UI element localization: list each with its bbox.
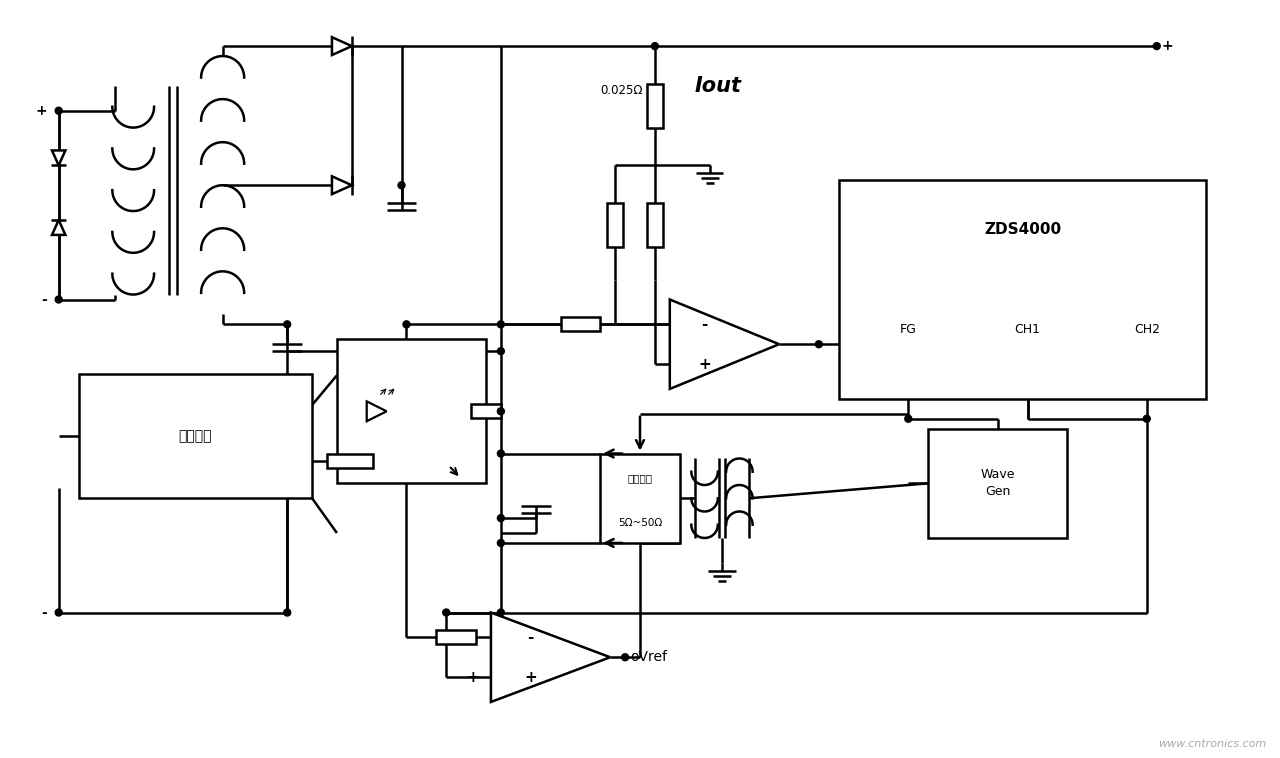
Text: Wave
Gen: Wave Gen bbox=[980, 468, 1015, 498]
Polygon shape bbox=[332, 177, 352, 194]
Bar bbox=[436, 631, 476, 644]
Polygon shape bbox=[52, 220, 65, 235]
Circle shape bbox=[905, 415, 911, 422]
Bar bbox=[838, 180, 1207, 399]
Text: -: - bbox=[41, 293, 47, 306]
Circle shape bbox=[652, 42, 658, 49]
Bar bbox=[646, 84, 663, 127]
Bar bbox=[471, 404, 500, 418]
Circle shape bbox=[443, 609, 449, 616]
Text: CH1: CH1 bbox=[1015, 323, 1041, 336]
Circle shape bbox=[815, 341, 822, 348]
Text: +: + bbox=[698, 356, 710, 371]
Text: CH2: CH2 bbox=[1134, 323, 1160, 336]
Text: +: + bbox=[466, 669, 479, 684]
Text: 0.025Ω: 0.025Ω bbox=[600, 84, 643, 97]
Circle shape bbox=[1153, 42, 1160, 49]
Polygon shape bbox=[669, 299, 780, 389]
Circle shape bbox=[55, 107, 63, 114]
Text: -: - bbox=[701, 317, 708, 332]
Polygon shape bbox=[332, 37, 352, 55]
Circle shape bbox=[498, 450, 504, 457]
Circle shape bbox=[622, 653, 628, 661]
Circle shape bbox=[284, 321, 291, 327]
Text: ZDS4000: ZDS4000 bbox=[984, 222, 1061, 237]
Circle shape bbox=[398, 182, 404, 189]
Bar bbox=[337, 340, 486, 484]
Text: +: + bbox=[35, 104, 47, 117]
Bar bbox=[928, 429, 1068, 538]
Text: 5Ω~50Ω: 5Ω~50Ω bbox=[618, 518, 662, 528]
Bar bbox=[600, 453, 680, 543]
Polygon shape bbox=[367, 401, 387, 421]
Polygon shape bbox=[492, 612, 611, 702]
Polygon shape bbox=[52, 150, 65, 165]
Circle shape bbox=[498, 408, 504, 415]
Bar bbox=[326, 453, 372, 468]
Text: 开关电路: 开关电路 bbox=[179, 429, 212, 443]
Circle shape bbox=[284, 609, 291, 616]
Text: -: - bbox=[41, 606, 47, 619]
Circle shape bbox=[498, 609, 504, 616]
Text: +: + bbox=[525, 669, 538, 684]
Bar bbox=[78, 374, 312, 498]
Circle shape bbox=[403, 321, 410, 327]
Circle shape bbox=[498, 321, 504, 327]
Circle shape bbox=[1143, 415, 1151, 422]
Circle shape bbox=[55, 296, 63, 303]
Circle shape bbox=[498, 348, 504, 355]
Text: 注入电阔: 注入电阔 bbox=[627, 474, 653, 484]
Text: www.cntronics.com: www.cntronics.com bbox=[1158, 738, 1266, 749]
Text: oVref: oVref bbox=[630, 650, 667, 664]
Bar bbox=[561, 318, 600, 331]
Circle shape bbox=[498, 540, 504, 547]
Text: -: - bbox=[527, 630, 534, 645]
Text: +: + bbox=[1162, 39, 1174, 53]
Text: Iout: Iout bbox=[695, 76, 741, 96]
Text: FG: FG bbox=[900, 323, 916, 336]
Circle shape bbox=[498, 515, 504, 522]
Bar bbox=[607, 203, 623, 247]
Circle shape bbox=[55, 609, 63, 616]
Bar bbox=[646, 203, 663, 247]
